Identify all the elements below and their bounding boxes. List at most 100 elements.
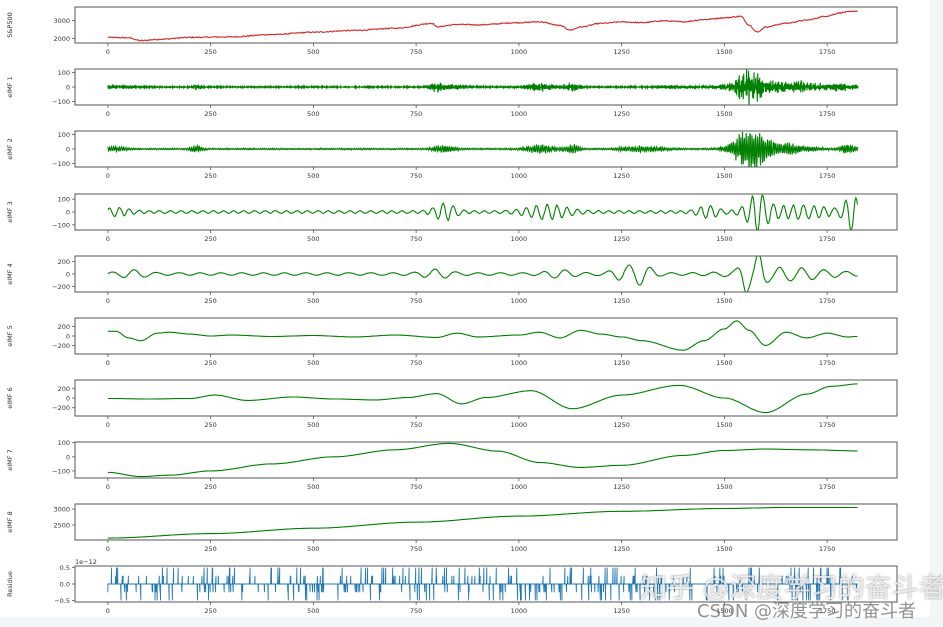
x-tick-label: 500 xyxy=(307,421,319,429)
y-axis-label: eIMF 3 xyxy=(6,201,14,222)
x-tick-label: 1500 xyxy=(716,297,733,305)
x-tick-label: 750 xyxy=(410,483,422,491)
x-tick-label: 1000 xyxy=(511,297,528,305)
subplot-residue: −0.5 0.0 0.5 0 250 500 750 1000 1250 1500 1750 Resi… xyxy=(6,558,898,615)
y-tick-label: 100 xyxy=(58,131,70,139)
x-tick-label: 250 xyxy=(204,483,216,491)
x-tick-label: 1500 xyxy=(716,483,733,491)
x-tick-label: 1500 xyxy=(716,235,733,243)
x-tick-label: 250 xyxy=(204,48,216,56)
x-tick-label: 1250 xyxy=(613,359,630,367)
x-tick-label: 750 xyxy=(410,235,422,243)
y-axis-label: eIMF 6 xyxy=(6,387,14,408)
y-tick-label: 3000 xyxy=(53,506,70,514)
axes-frame xyxy=(74,441,898,479)
x-tick-label: 1250 xyxy=(613,607,630,615)
x-tick-label: 0 xyxy=(106,545,110,553)
x-tick-label: 250 xyxy=(204,607,216,615)
y-axis-label: eIMF 8 xyxy=(6,511,14,532)
x-tick-label: 1500 xyxy=(716,48,733,56)
series-line xyxy=(107,256,858,292)
y-tick-label: 0 xyxy=(66,395,70,403)
y-tick-label: 2000 xyxy=(53,35,70,43)
x-tick-label: 1500 xyxy=(716,172,733,180)
x-tick-label: 750 xyxy=(410,421,422,429)
x-tick-label: 500 xyxy=(307,359,319,367)
x-tick-label: 0 xyxy=(106,607,110,615)
x-tick-label: 1750 xyxy=(819,235,836,243)
x-tick-label: 250 xyxy=(204,359,216,367)
x-tick-label: 250 xyxy=(204,297,216,305)
x-tick-label: 1500 xyxy=(716,421,733,429)
x-tick-label: 750 xyxy=(410,359,422,367)
x-tick-label: 750 xyxy=(410,545,422,553)
y-axis-label: eIMF 5 xyxy=(6,325,14,346)
x-tick-label: 0 xyxy=(106,359,110,367)
x-tick-label: 500 xyxy=(307,110,319,118)
y-tick-label: 0.5 xyxy=(60,564,70,572)
x-tick-label: 1750 xyxy=(819,483,836,491)
x-tick-label: 500 xyxy=(307,483,319,491)
x-tick-label: 1500 xyxy=(716,110,733,118)
x-tick-label: 1250 xyxy=(613,48,630,56)
y-tick-label: −100 xyxy=(52,467,70,475)
x-tick-label: 750 xyxy=(410,48,422,56)
y-tick-label: 100 xyxy=(58,69,70,77)
x-tick-label: 0 xyxy=(106,235,110,243)
x-tick-label: 1000 xyxy=(511,110,528,118)
y-tick-label: 0.0 xyxy=(60,581,70,589)
x-tick-label: 0 xyxy=(106,110,110,118)
x-tick-label: 750 xyxy=(410,172,422,180)
x-tick-label: 1000 xyxy=(511,483,528,491)
axes-frame xyxy=(74,317,898,355)
x-tick-label: 1000 xyxy=(511,545,528,553)
y-tick-label: 0 xyxy=(66,453,70,461)
page-right-margin xyxy=(930,0,943,627)
x-tick-label: 250 xyxy=(204,421,216,429)
x-tick-label: 1250 xyxy=(613,421,630,429)
subplot-s-p500: 2000 3000 0 250 500 750 1000 1250 1500 1750 S&P500 xyxy=(6,6,898,56)
series-line xyxy=(107,194,859,230)
x-tick-label: 1250 xyxy=(613,235,630,243)
y-tick-label: 0 xyxy=(66,146,70,154)
x-tick-label: 1750 xyxy=(819,545,836,553)
x-tick-label: 1250 xyxy=(613,297,630,305)
x-tick-label: 1250 xyxy=(613,172,630,180)
y-axis-label: eIMF 4 xyxy=(6,263,14,284)
x-tick-label: 500 xyxy=(307,607,319,615)
series-line xyxy=(107,383,858,414)
offset-text: 1e−12 xyxy=(75,558,97,566)
x-tick-label: 1250 xyxy=(613,545,630,553)
y-axis-label: S&P500 xyxy=(6,12,14,38)
x-tick-label: 250 xyxy=(204,545,216,553)
x-tick-label: 750 xyxy=(410,607,422,615)
series-line xyxy=(107,131,859,167)
y-tick-label: −200 xyxy=(52,283,70,291)
x-tick-label: 1750 xyxy=(819,172,836,180)
series-line xyxy=(107,69,859,105)
series-line xyxy=(107,567,858,601)
x-tick-label: 250 xyxy=(204,172,216,180)
y-tick-label: −0.5 xyxy=(54,597,70,605)
y-tick-label: 200 xyxy=(58,323,70,331)
x-tick-label: 1000 xyxy=(511,359,528,367)
x-tick-label: 1750 xyxy=(819,607,836,615)
y-axis-label: eIMF 7 xyxy=(6,449,14,470)
x-tick-label: 1750 xyxy=(819,359,836,367)
series-line xyxy=(107,320,858,351)
y-axis-label: eIMF 2 xyxy=(6,138,14,159)
series-line xyxy=(107,442,858,478)
y-tick-label: −200 xyxy=(52,404,70,412)
zhihu-watermark: 知乎 @深度学习的奋斗者 xyxy=(640,573,943,604)
y-tick-label: 0 xyxy=(66,84,70,92)
x-tick-label: 500 xyxy=(307,235,319,243)
x-tick-label: 1500 xyxy=(716,607,733,615)
x-tick-label: 1000 xyxy=(511,48,528,56)
x-tick-label: 250 xyxy=(204,110,216,118)
x-tick-label: 1000 xyxy=(511,421,528,429)
y-tick-label: −100 xyxy=(52,160,70,168)
